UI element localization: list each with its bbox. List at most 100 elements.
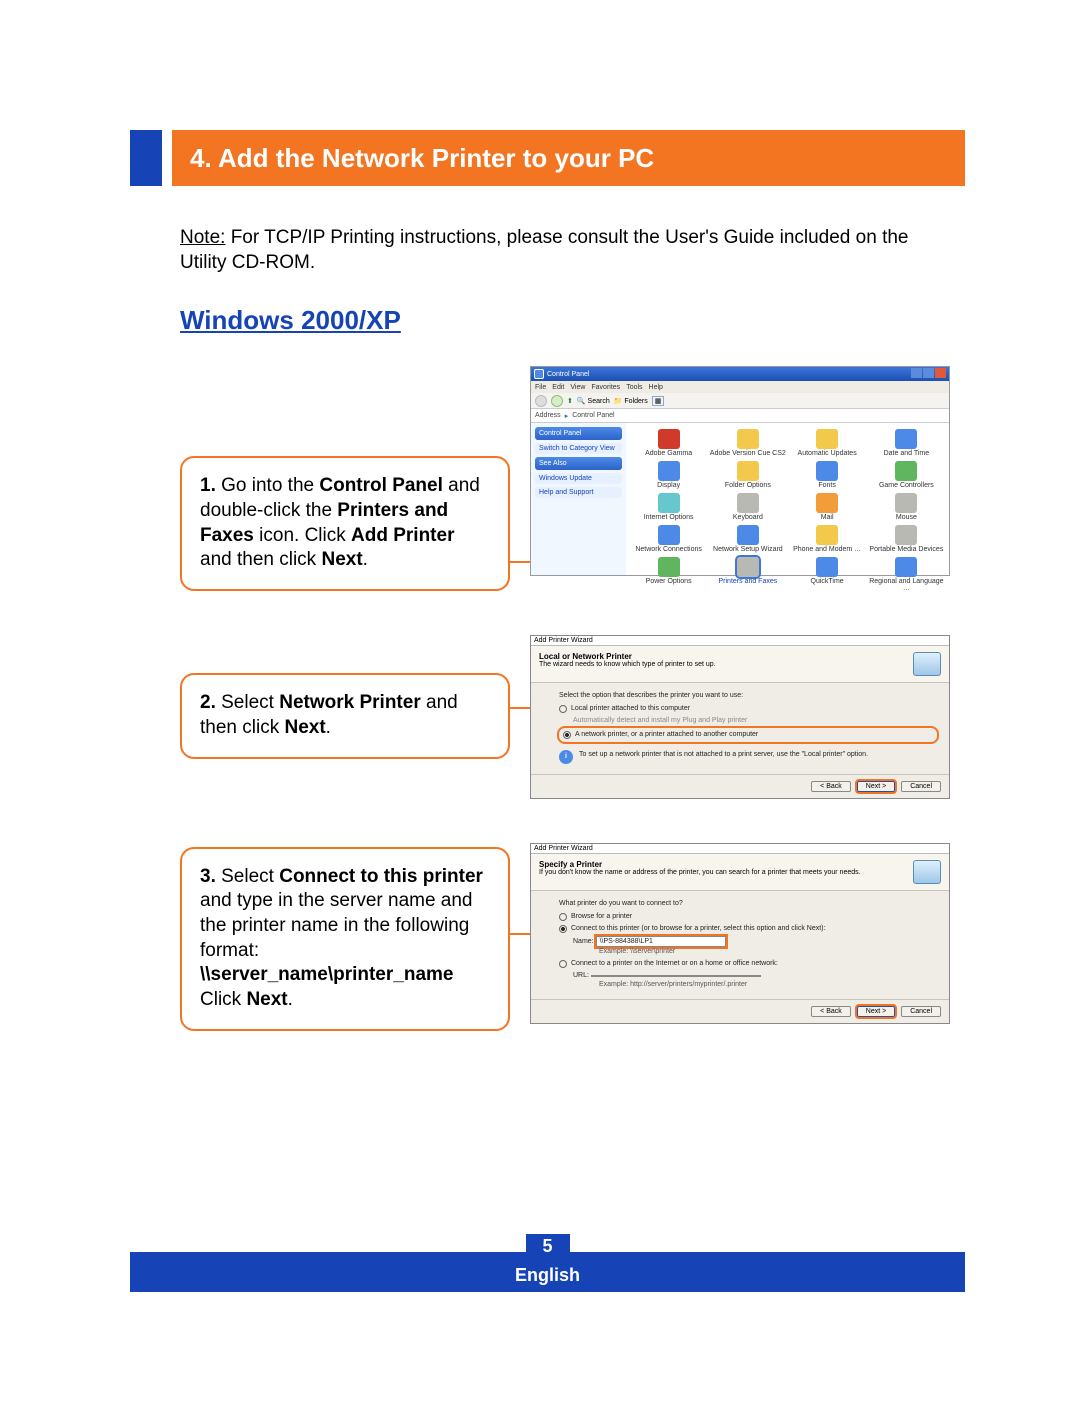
view-icon[interactable]: ▦ [652, 396, 665, 406]
folders-icon[interactable]: 📁 Folders [614, 397, 648, 405]
header-blue-stripe [130, 130, 162, 186]
forward-icon[interactable] [551, 395, 563, 407]
wiz1-opt-local[interactable]: Local printer attached to this computer [559, 704, 937, 713]
wiz2-opt-url[interactable]: Connect to a printer on the Internet or … [559, 959, 937, 968]
step-2-row: 2. Select Network Printer and then click… [130, 635, 965, 798]
cp-icon[interactable]: QuickTime [789, 557, 866, 592]
wiz1-sub: The wizard needs to know which type of p… [539, 661, 716, 668]
cp-switch-view[interactable]: Switch to Category View [535, 443, 622, 454]
cp-icon[interactable]: Mail [789, 493, 866, 521]
wiz2-next-button[interactable]: Next > [857, 1006, 895, 1017]
search-icon[interactable]: 🔍 Search [577, 397, 610, 405]
wiz2-back-button[interactable]: < Back [811, 1006, 851, 1017]
cp-icon[interactable]: Phone and Modem … [789, 525, 866, 553]
wiz1-opt-network[interactable]: A network printer, or a printer attached… [559, 728, 937, 741]
printer-url-input[interactable] [591, 975, 761, 977]
cp-win-update[interactable]: Windows Update [535, 473, 622, 484]
wiz2-sub: If you don't know the name or address of… [539, 869, 861, 876]
back-icon[interactable] [535, 395, 547, 407]
cp-help[interactable]: Help and Support [535, 487, 622, 498]
cp-icon[interactable]: Regional and Language … [868, 557, 945, 592]
cp-icon[interactable]: Adobe Gamma [630, 429, 707, 457]
t: Add Printer [351, 525, 454, 546]
t: Connect to a printer on the Internet or … [571, 959, 778, 968]
wiz2-title: Add Printer Wizard [531, 844, 949, 854]
t: Network Printer [279, 692, 420, 713]
cp-icon[interactable]: Display [630, 461, 707, 489]
t: Click [200, 989, 246, 1010]
wiz2-heading: Specify a Printer [539, 860, 602, 869]
t: and then click [200, 549, 321, 570]
printer-icon [913, 652, 941, 676]
page-footer: 5 English [130, 1252, 965, 1292]
wiz2-prompt: What printer do you want to connect to? [559, 899, 937, 908]
wiz2-opt-browse[interactable]: Browse for a printer [559, 912, 937, 921]
server-path: \\server_name\printer_name [200, 964, 453, 985]
wiz1-next-button[interactable]: Next > [857, 781, 895, 792]
header-orange-stripe: 4. Add the Network Printer to your PC [172, 130, 965, 186]
cp-icon[interactable]: Printers and Faxes [709, 557, 786, 592]
t: Connect to this printer [279, 866, 483, 887]
window-buttons[interactable] [910, 368, 946, 380]
t: and type in the server name and the prin… [200, 890, 473, 960]
cp-menubar[interactable]: File Edit View Favorites Tools Help [531, 381, 949, 393]
menu-view[interactable]: View [570, 384, 585, 391]
wiz2-opt-connect[interactable]: Connect to this printer (or to browse fo… [559, 924, 937, 933]
wiz1-header: Local or Network PrinterThe wizard needs… [531, 646, 949, 683]
cp-side-heading: Control Panel [535, 427, 622, 440]
cp-addressbar[interactable]: Address ▸ Control Panel [531, 409, 949, 423]
wiz1-back-button[interactable]: < Back [811, 781, 851, 792]
cp-icon[interactable]: Folder Options [709, 461, 786, 489]
t: A network printer, or a printer attached… [575, 730, 758, 739]
header-gap [162, 130, 172, 186]
cp-icon-grid: Adobe GammaAdobe Version Cue CS2Automati… [626, 423, 949, 575]
control-panel-screenshot: Control Panel File Edit View Favorites T… [530, 366, 950, 576]
t: Select [216, 692, 279, 713]
cp-icon[interactable]: Game Controllers [868, 461, 945, 489]
wiz1-cancel-button[interactable]: Cancel [901, 781, 941, 792]
wiz2-header: Specify a PrinterIf you don't know the n… [531, 854, 949, 891]
wiz1-heading: Local or Network Printer [539, 652, 632, 661]
t: Connect to this printer (or to browse fo… [571, 924, 825, 933]
address-label: Address [535, 412, 561, 419]
note-paragraph: Note: For TCP/IP Printing instructions, … [130, 226, 965, 275]
cp-icon[interactable]: Date and Time [868, 429, 945, 457]
page-number: 5 [526, 1234, 570, 1258]
wiz2-cancel-button[interactable]: Cancel [901, 1006, 941, 1017]
menu-edit[interactable]: Edit [552, 384, 564, 391]
cp-icon[interactable]: Adobe Version Cue CS2 [709, 429, 786, 457]
menu-help[interactable]: Help [649, 384, 663, 391]
menu-tools[interactable]: Tools [626, 384, 642, 391]
wiz2-buttons: < Back Next > Cancel [531, 999, 949, 1023]
wiz1-opt-local-sub: Automatically detect and install my Plug… [573, 716, 937, 725]
wiz1-prompt: Select the option that describes the pri… [559, 691, 937, 700]
step-1-box: 1. Go into the Control Panel and double-… [180, 456, 510, 591]
menu-favorites[interactable]: Favorites [591, 384, 620, 391]
cp-icon[interactable]: Power Options [630, 557, 707, 592]
cp-icon[interactable]: Internet Options [630, 493, 707, 521]
name-label: Name: [573, 938, 594, 945]
wizard-local-network-screenshot: Add Printer Wizard Local or Network Prin… [530, 635, 950, 798]
t: Browse for a printer [571, 912, 632, 921]
step-2-box: 2. Select Network Printer and then click… [180, 673, 510, 758]
cp-icon[interactable]: Network Connections [630, 525, 707, 553]
t: Next [284, 717, 325, 738]
cp-icon[interactable]: Automatic Updates [789, 429, 866, 457]
printer-name-input[interactable]: \\PS-884388\LP1 [596, 936, 726, 947]
cp-icon[interactable]: Mouse [868, 493, 945, 521]
cp-see-also: See Also [535, 457, 622, 470]
t: Control Panel [539, 430, 581, 437]
search-label: Search [588, 398, 610, 405]
cp-toolbar[interactable]: ⬆ 🔍 Search 📁 Folders ▦ [531, 393, 949, 409]
printer-icon [913, 860, 941, 884]
cp-icon[interactable]: Network Setup Wizard [709, 525, 786, 553]
cp-icon[interactable]: Keyboard [709, 493, 786, 521]
menu-file[interactable]: File [535, 384, 546, 391]
os-section-heading: Windows 2000/XP [130, 305, 965, 336]
section-header: 4. Add the Network Printer to your PC [130, 130, 965, 186]
note-label: Note: [180, 227, 225, 248]
cp-icon[interactable]: Portable Media Devices [868, 525, 945, 553]
cp-icon[interactable]: Fonts [789, 461, 866, 489]
wiz2-body: What printer do you want to connect to? … [531, 891, 949, 1000]
step-3-row: 3. Select Connect to this printer and ty… [130, 843, 965, 1031]
